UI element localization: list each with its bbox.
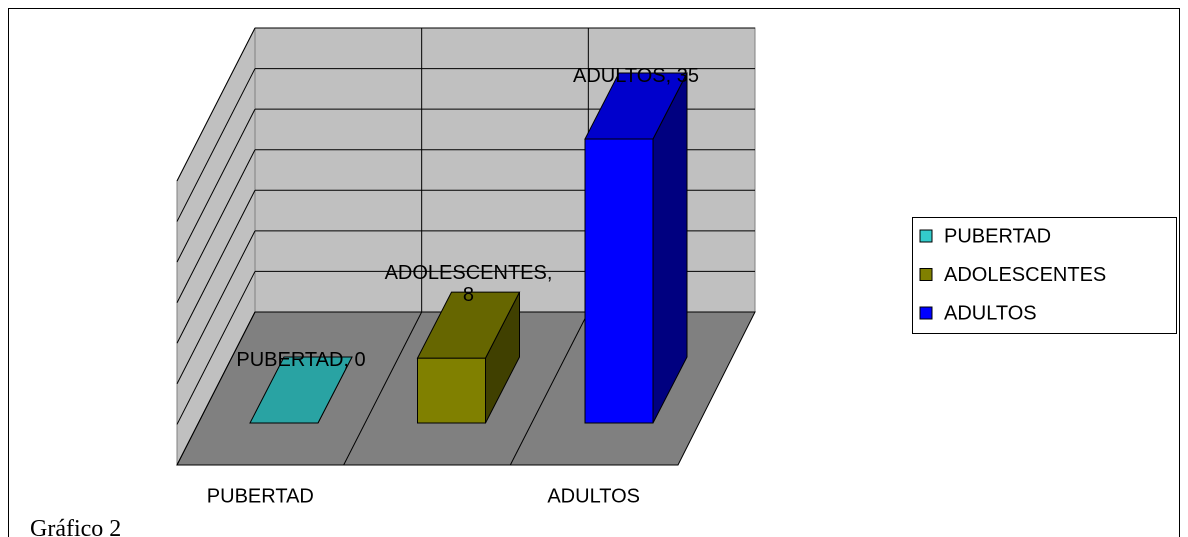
legend-label: ADOLESCENTES	[944, 264, 1106, 286]
legend-swatch	[919, 229, 933, 243]
grid-line	[176, 190, 256, 344]
legend-swatch	[919, 268, 933, 281]
category-divider	[343, 311, 423, 466]
legend	[912, 217, 1177, 334]
grid-line	[176, 108, 256, 263]
bar-top	[584, 72, 688, 140]
bar-top	[249, 356, 353, 424]
data-label: PUBERTAD, 0	[236, 349, 366, 371]
grid-line	[176, 311, 256, 466]
grid-line	[176, 27, 256, 182]
grid-line	[176, 68, 256, 222]
grid-line	[176, 230, 256, 385]
category-divider	[509, 311, 589, 466]
x-tick-label: ADULTOS	[547, 485, 640, 507]
grid-line	[176, 149, 256, 303]
grid-line	[176, 271, 256, 425]
bar-front	[417, 357, 486, 424]
bar-top	[416, 291, 521, 359]
data-label: ADULTOS, 35	[573, 65, 699, 87]
legend-label: ADULTOS	[944, 302, 1037, 324]
x-tick-label: PUBERTAD	[207, 485, 314, 507]
bar-front	[584, 138, 654, 424]
chart-border	[8, 8, 1180, 537]
legend-label: PUBERTAD	[944, 225, 1051, 247]
legend-swatch	[919, 306, 933, 320]
data-label: ADOLESCENTES, 8	[384, 262, 553, 307]
caption: Gráfico 2	[30, 516, 122, 537]
